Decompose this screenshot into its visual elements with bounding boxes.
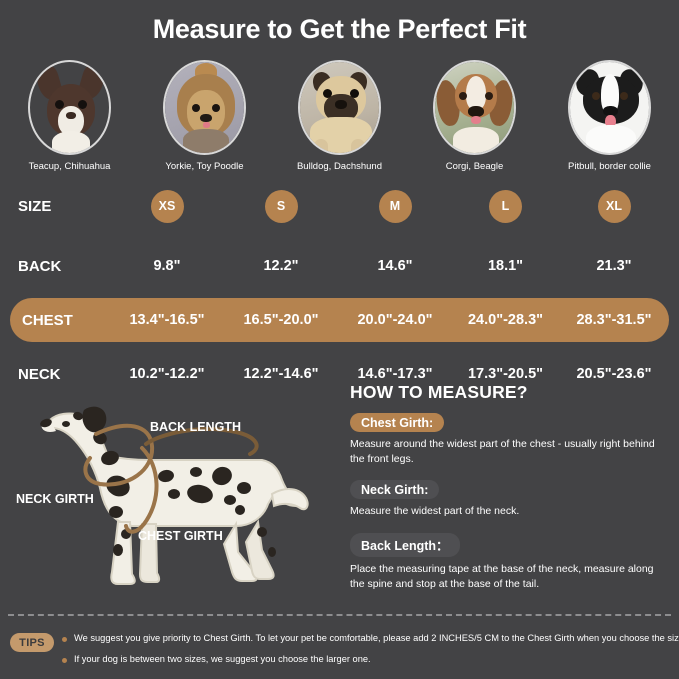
bullet-icon <box>62 657 67 663</box>
size-badge-cell: L <box>452 183 559 229</box>
breed-item-3: Corgi, Beagle <box>407 60 542 172</box>
row-value: 21.3" <box>596 258 632 274</box>
tip-text: If your dog is between two sizes, we sug… <box>74 654 371 664</box>
breed-item-2: Bulldog, Dachshund <box>272 60 407 172</box>
tip-line-1: If your dog is between two sizes, we sug… <box>62 653 371 665</box>
breed-photo-row: Teacup, Chihuahua Yorkie, Toy Poodle <box>0 60 679 175</box>
row-value: 14.6" <box>377 258 413 274</box>
table-row-size: SIZE XS S M L XL <box>0 183 679 229</box>
breed-caption: Teacup, Chihuahua <box>28 161 111 172</box>
dog-measurement-diagram: BACK LENGTH NECK GIRTH CHEST GIRTH <box>0 376 340 608</box>
breed-caption: Corgi, Beagle <box>445 161 504 172</box>
row-value: 28.3"-31.5" <box>576 312 652 328</box>
measure-item-chest: Chest Girth: Measure around the widest p… <box>350 413 670 467</box>
dalmatian-illustration <box>40 406 309 585</box>
neck-girth-label: NECK GIRTH <box>16 492 94 506</box>
row-value: 18.1" <box>487 258 524 274</box>
row-value: 14.6"-17.3" <box>357 366 433 382</box>
size-badge-l: L <box>489 189 522 223</box>
breed-caption: Bulldog, Dachshund <box>296 161 383 172</box>
neck-girth-description: Measure the widest part of the neck. <box>350 505 520 518</box>
size-badge-cell: S <box>224 183 338 229</box>
yorkie-photo <box>163 60 246 155</box>
table-row-neck: NECK 10.2"-12.2" 12.2"-14.6" 14.6"-17.3"… <box>0 351 679 397</box>
row-value: 12.2"-14.6" <box>243 366 319 382</box>
lower-section: BACK LENGTH NECK GIRTH CHEST GIRTH HOW T… <box>0 376 679 608</box>
tips-badge: TIPS <box>10 633 54 652</box>
page-title: Measure to Get the Perfect Fit <box>152 14 527 44</box>
dashed-divider <box>8 614 671 616</box>
size-badge-xl: XL <box>597 189 631 223</box>
size-badge-xs: XS <box>150 189 184 223</box>
size-badge-m: M <box>378 189 412 223</box>
tips-section: TIPS We suggest you give priority to Che… <box>0 626 679 676</box>
row-value: 13.4"-16.5" <box>129 312 205 328</box>
size-table: SIZE XS S M L XL BACK 9.8" 12.2" 14.6" 1… <box>0 183 679 397</box>
row-label: BACK <box>18 257 62 275</box>
row-label: CHEST <box>22 311 73 329</box>
breed-item-0: Teacup, Chihuahua <box>2 60 137 172</box>
chihuahua-photo <box>28 60 111 155</box>
back-length-badge: Back Length： <box>350 532 460 557</box>
size-badge-cell: XS <box>110 183 224 229</box>
row-value: 24.0"-28.3" <box>467 312 544 328</box>
row-label: NECK <box>18 365 61 383</box>
bullet-icon <box>62 636 67 642</box>
neck-girth-badge: Neck Girth: <box>350 480 440 500</box>
tip-line-0: We suggest you give priority to Chest Gi… <box>62 632 679 644</box>
border-collie-photo <box>568 60 651 155</box>
size-badge-s: S <box>264 189 298 223</box>
measure-item-neck: Neck Girth: Measure the widest part of t… <box>350 480 670 519</box>
tip-text: We suggest you give priority to Chest Gi… <box>74 633 679 643</box>
chest-girth-label: CHEST GIRTH <box>138 529 223 543</box>
back-length-description: Place the measuring tape at the base of … <box>350 562 654 590</box>
back-length-label: BACK LENGTH <box>150 420 241 434</box>
row-label: SIZE <box>18 197 52 215</box>
size-badge-cell: M <box>338 183 452 229</box>
row-value: 9.8" <box>153 258 181 274</box>
measure-item-back: Back Length： Place the measuring tape at… <box>350 532 670 592</box>
how-to-measure-heading: HOW TO MEASURE? <box>350 382 528 402</box>
table-row-chest: CHEST 13.4"-16.5" 16.5"-20.0" 20.0"-24.0… <box>10 298 669 342</box>
row-value: 20.5"-23.6" <box>576 366 652 382</box>
row-value: 12.2" <box>263 258 299 274</box>
breed-caption: Pitbull, border collie <box>568 161 651 172</box>
size-badge-cell: XL <box>559 183 669 229</box>
chest-girth-description: Measure around the widest part of the ch… <box>350 438 655 466</box>
chest-girth-badge: Chest Girth: <box>350 413 445 432</box>
row-value: 20.0"-24.0" <box>357 312 433 328</box>
table-row-back: BACK 9.8" 12.2" 14.6" 18.1" 21.3" <box>0 243 679 289</box>
row-value: 17.3"-20.5" <box>467 366 544 382</box>
breed-caption: Yorkie, Toy Poodle <box>165 161 244 172</box>
row-value: 16.5"-20.0" <box>243 312 319 328</box>
how-to-measure-panel: HOW TO MEASURE? Chest Girth: Measure aro… <box>350 382 670 605</box>
pug-photo <box>298 60 381 155</box>
beagle-photo <box>433 60 516 155</box>
breed-item-4: Pitbull, border collie <box>542 60 677 172</box>
breed-item-1: Yorkie, Toy Poodle <box>137 60 272 172</box>
row-value: 10.2"-12.2" <box>129 366 205 382</box>
